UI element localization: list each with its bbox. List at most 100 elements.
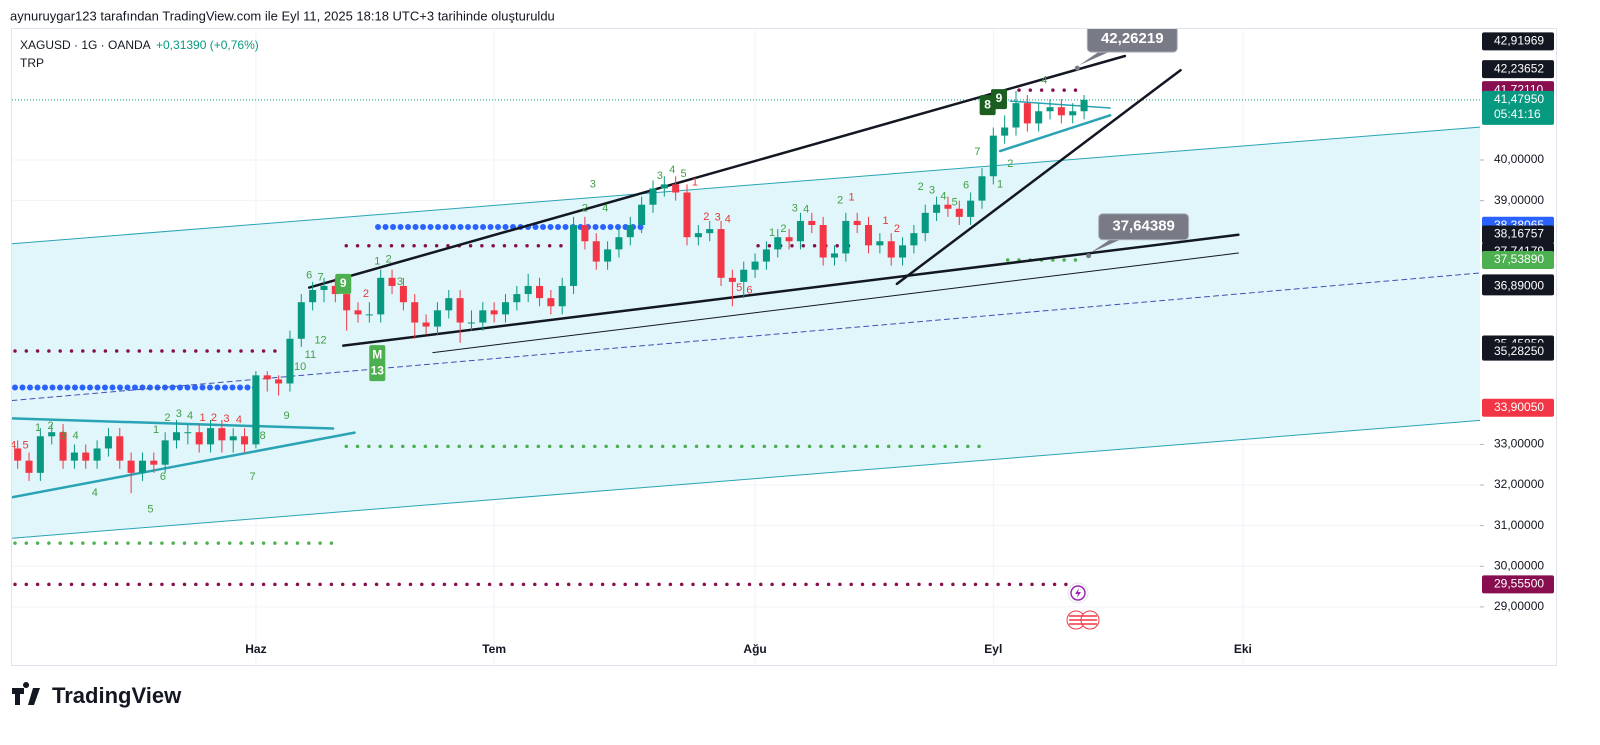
y-tick-label: 31,00000 <box>1494 518 1544 532</box>
channel-line <box>12 419 1480 539</box>
candle-body <box>717 229 725 278</box>
candle-body <box>286 338 294 384</box>
td-label: 3 <box>792 203 798 215</box>
price-label: 37,53890 <box>1494 252 1544 266</box>
candle-body <box>70 452 78 461</box>
price-label: 41,47950 <box>1494 92 1544 106</box>
callout-pointer <box>1079 50 1114 66</box>
candle-body <box>694 233 702 238</box>
candle-body <box>275 379 283 384</box>
y-tick-label: 40,00000 <box>1494 152 1544 166</box>
label-box <box>990 89 1007 110</box>
candle-body <box>172 432 181 441</box>
price-label-box <box>1482 250 1554 269</box>
candle-body <box>263 375 271 380</box>
td-label: 2 <box>582 203 588 215</box>
candle-body <box>1023 103 1031 124</box>
candle-body <box>547 298 555 307</box>
td-label: 1 <box>769 227 775 239</box>
countdown: 05:41:16 <box>1494 107 1541 121</box>
icon <box>1070 585 1086 601</box>
trend-line <box>998 114 1112 153</box>
label-text: 9 <box>996 91 1003 105</box>
candle-body <box>365 314 373 316</box>
frame <box>11 28 1557 666</box>
y-tick-label: 30,00000 <box>1494 558 1544 572</box>
candle-body <box>683 192 691 238</box>
candle-body <box>207 428 215 445</box>
candle-body <box>1046 107 1054 112</box>
label-box <box>369 345 386 382</box>
td-label: 1 <box>692 176 698 188</box>
candle-body <box>445 298 453 311</box>
price-label: 29,55500 <box>1494 577 1544 591</box>
td-label: 3 <box>176 408 182 420</box>
trend-line <box>432 252 1239 354</box>
candle-body <box>456 298 464 323</box>
td-label: 4 <box>236 414 242 426</box>
price-label: 33,90050 <box>1494 400 1544 414</box>
td-label: 2 <box>780 223 786 235</box>
td-label: 7 <box>318 272 324 284</box>
td-label: 1 <box>882 215 888 227</box>
candle-body <box>297 302 305 339</box>
candle-body <box>252 375 260 445</box>
candle-body <box>853 220 861 226</box>
candle-body <box>104 436 112 449</box>
label-text: M <box>372 347 382 361</box>
price-label-box <box>1482 32 1554 51</box>
candle-body <box>36 436 44 473</box>
credit: aynuruygar123 tarafından TradingView.com… <box>10 8 555 23</box>
td-label: 11 <box>305 349 316 361</box>
candle-body <box>388 277 396 286</box>
price-label-box <box>1482 277 1554 296</box>
x-tick-label: Eyl <box>984 642 1002 656</box>
candle-body <box>59 432 67 461</box>
td-label: 2 <box>363 288 369 300</box>
trend-line <box>12 417 335 430</box>
candle-body <box>921 212 929 234</box>
candle-body <box>604 249 612 262</box>
candle-body <box>581 225 589 242</box>
candle-body <box>161 440 169 465</box>
candle-body <box>706 229 714 234</box>
td-label: 5 <box>736 282 742 294</box>
y-tick-label: 29,00000 <box>1494 599 1544 613</box>
candle-body <box>14 448 22 461</box>
td-label: 3 <box>223 413 229 425</box>
price-label-box <box>1482 398 1554 417</box>
callout-anchor <box>1086 253 1092 259</box>
candle-body <box>25 460 33 473</box>
td-label: 3 <box>397 276 403 288</box>
td-label: 2 <box>211 412 217 424</box>
td-label: 4 <box>669 164 675 176</box>
td-label: 4 <box>10 440 16 452</box>
candle-body <box>989 135 997 177</box>
td-label: 2 <box>837 195 843 207</box>
td-label: 1 <box>997 178 1003 190</box>
candle-body <box>865 225 873 246</box>
candle-body <box>490 310 498 315</box>
candle-body <box>751 261 759 270</box>
candle-body <box>830 253 839 258</box>
icon <box>1075 588 1081 598</box>
candle-body <box>1035 111 1043 124</box>
candle-body <box>762 249 770 262</box>
candle-body <box>887 241 895 258</box>
candle-body <box>592 241 600 262</box>
td-label: 5 <box>681 168 687 180</box>
price-label: 36,89000 <box>1494 279 1544 293</box>
candle-body <box>433 310 441 327</box>
candle-body <box>399 285 407 303</box>
td-label: 4 <box>92 487 98 499</box>
td-label: 6 <box>306 270 312 282</box>
td-label: 4 <box>72 430 78 442</box>
td-label: 4 <box>1041 75 1047 87</box>
callout-text: 37,64389 <box>1112 218 1175 235</box>
candle-body <box>899 245 907 258</box>
candle-body <box>116 436 124 461</box>
y-tick-label: 32,00000 <box>1494 477 1544 491</box>
candle-body <box>638 204 646 226</box>
logo-icon <box>12 682 40 705</box>
td-label: 2 <box>918 181 924 193</box>
